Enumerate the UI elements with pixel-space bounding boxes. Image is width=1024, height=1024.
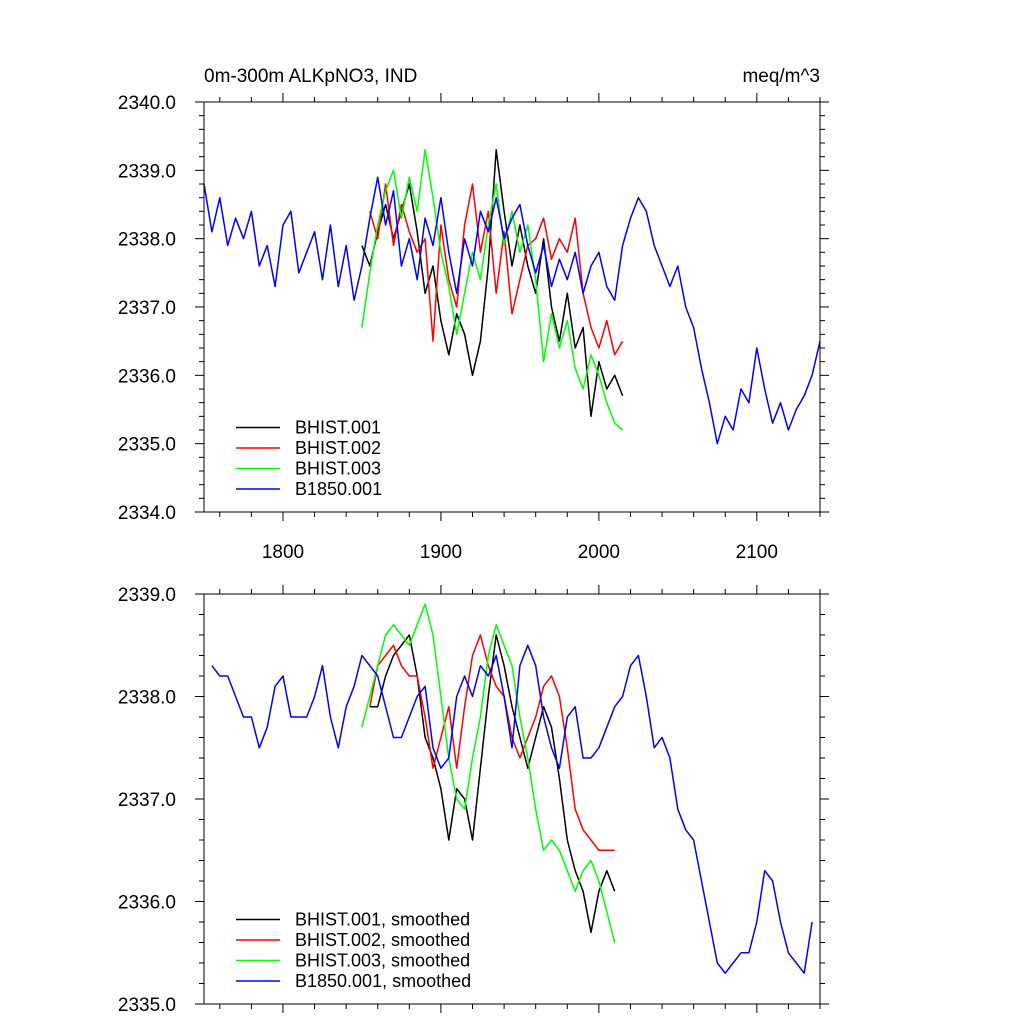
y-tick-label: 2334.0 xyxy=(118,503,176,524)
series-line-bhist-003 xyxy=(361,149,624,431)
y-tick-label: 2335.0 xyxy=(118,995,176,1016)
axes-layer: 2335.0 2336.0 2337.0 2338.0 2339.0 xyxy=(118,585,829,1016)
legend-label: B1850.001 xyxy=(295,479,382,499)
y-tick-label: 2337.0 xyxy=(118,790,176,811)
legend-label: BHIST.003, smoothed xyxy=(295,951,470,971)
series-line-bhist-003-smoothed xyxy=(361,603,616,943)
y-tick-label: 2338.0 xyxy=(118,688,176,709)
legend-label: BHIST.001, smoothed xyxy=(295,910,470,930)
x-tick-label: 2000 xyxy=(578,542,620,563)
series-line-bhist-001 xyxy=(361,149,624,418)
legend-label: B1850.001, smoothed xyxy=(295,971,471,991)
bottom-panel: 2335.0 2336.0 2337.0 2338.0 2339.0 BHIST.001… xyxy=(118,585,829,1016)
legend-label: BHIST.001 xyxy=(295,418,381,438)
series-layer xyxy=(211,603,813,974)
y-tick-label: 2340.0 xyxy=(118,93,176,114)
x-tick-label: 1800 xyxy=(262,542,304,563)
y-tick-label: 2335.0 xyxy=(118,435,176,456)
x-tick-label: 2100 xyxy=(736,542,778,563)
series-line-bhist-001-smoothed xyxy=(369,634,616,934)
axes-layer: 1800 1900 2000 2100 2334.0 2335.0 2336.0 2337.0… xyxy=(118,93,829,563)
legend-label: BHIST.003 xyxy=(295,459,381,479)
y-tick-label: 2339.0 xyxy=(118,161,176,182)
series-line-b1850-001 xyxy=(203,176,821,445)
series-layer xyxy=(203,149,821,445)
series-line-bhist-002-smoothed xyxy=(369,634,615,852)
series-line-bhist-002 xyxy=(369,183,624,356)
y-tick-label: 2336.0 xyxy=(118,366,176,387)
top-panel: 0m-300m ALKpNO3, IND meq/m^3 1800 1900 200… xyxy=(118,66,829,563)
panel-title: 0m-300m ALKpNO3, IND xyxy=(204,66,417,87)
x-tick-label: 1900 xyxy=(420,542,462,563)
y-tick-label: 2336.0 xyxy=(118,893,176,914)
y-tick-label: 2339.0 xyxy=(118,585,176,606)
y-tick-label: 2338.0 xyxy=(118,230,176,251)
series-line-b1850-001-smoothed xyxy=(211,644,813,974)
legend-label: BHIST.002, smoothed xyxy=(295,930,470,950)
legend-label: BHIST.002 xyxy=(295,438,381,458)
y-tick-label: 2337.0 xyxy=(118,298,176,319)
units-label: meq/m^3 xyxy=(742,66,820,87)
